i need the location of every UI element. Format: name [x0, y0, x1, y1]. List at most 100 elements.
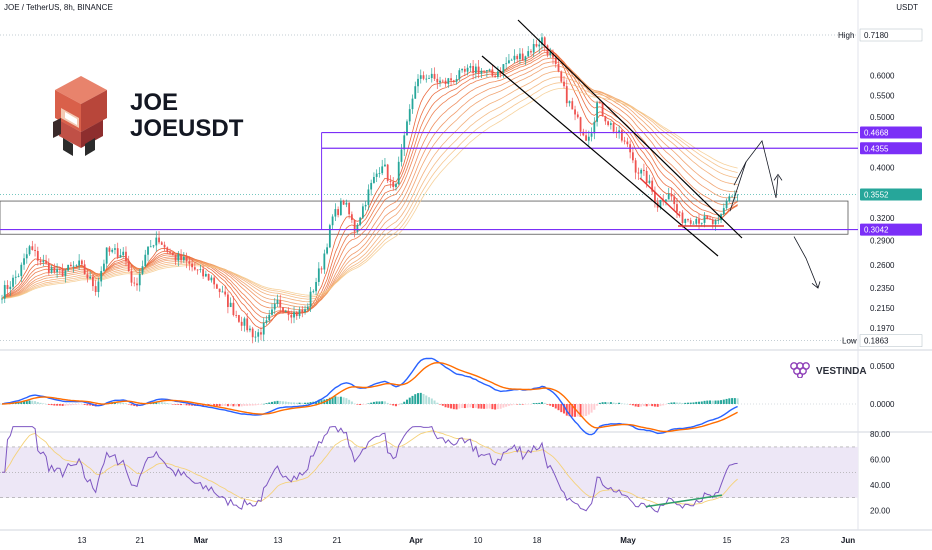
candle-body [381, 166, 384, 174]
candle-body [692, 223, 695, 225]
macd-histogram-bar [218, 404, 221, 407]
candle [516, 53, 519, 63]
candle-body [596, 102, 598, 122]
macd-histogram-bar [394, 404, 397, 407]
low-label: Low [842, 337, 857, 346]
macd-histogram-bar [304, 402, 307, 404]
candle [513, 49, 516, 64]
macd-histogram-bar [452, 404, 455, 410]
candle [565, 79, 568, 107]
candle-body [86, 274, 89, 279]
macd-histogram-bar [686, 402, 689, 404]
macd-histogram-bar [703, 400, 706, 404]
macd-histogram-bar [414, 394, 417, 404]
candle-body [127, 261, 130, 272]
macd-histogram-bar [279, 400, 282, 404]
candle-body [155, 237, 158, 246]
last-price-label: 0.3552 [864, 190, 889, 199]
macd-histogram-bar [563, 404, 566, 414]
macd-histogram-bar [61, 404, 64, 406]
macd-histogram-bar [417, 393, 420, 404]
macd-histogram-bar [284, 401, 287, 404]
candle-body [185, 256, 188, 262]
candle [474, 63, 477, 79]
candle [590, 127, 593, 142]
macd-histogram-bar [317, 400, 320, 404]
candle [634, 157, 637, 180]
macd-histogram-bar [642, 404, 645, 407]
candle-body [488, 69, 491, 71]
candle-body [444, 80, 447, 84]
candle-body [483, 70, 486, 72]
candle-body [204, 273, 207, 277]
macd-histogram-bar [290, 402, 293, 404]
candle [166, 246, 169, 255]
candle-body [122, 251, 125, 256]
macd-histogram-bar [532, 403, 535, 404]
macd-histogram-bar [510, 404, 513, 406]
candle-body [530, 51, 532, 53]
macd-histogram-bar [180, 404, 183, 406]
macd-histogram-bar [684, 402, 687, 404]
candle-body [408, 109, 411, 122]
candle [271, 303, 273, 316]
candle [306, 303, 309, 311]
macd-histogram-bar [637, 404, 640, 407]
candle [80, 259, 83, 266]
candle [549, 47, 552, 58]
candle-body [541, 37, 543, 45]
macd-histogram-bar [513, 404, 516, 405]
candle-body [557, 63, 560, 72]
candle [728, 193, 731, 203]
candle [158, 231, 160, 245]
macd-histogram-bar [546, 404, 549, 405]
candle [362, 203, 364, 220]
candle [670, 187, 673, 202]
candle [425, 74, 428, 83]
price-tick-label: 0.2350 [870, 284, 895, 293]
candle-body [23, 258, 25, 265]
candle [695, 216, 698, 227]
candle [83, 260, 86, 275]
candle [384, 157, 386, 167]
candle [422, 71, 425, 81]
candle [323, 249, 326, 274]
candle-body [309, 291, 312, 307]
candle-body [717, 220, 720, 221]
macd-histogram-bar [89, 404, 92, 406]
candle [389, 175, 392, 189]
candle-body [257, 332, 260, 337]
candle [191, 258, 193, 272]
candle-body [312, 291, 315, 293]
macd-histogram-bar [83, 404, 86, 405]
candle [235, 310, 238, 319]
macd-histogram-bar [664, 404, 667, 405]
macd-histogram-bar [557, 404, 560, 411]
macd-histogram-bar [306, 402, 309, 404]
candle [144, 249, 147, 268]
time-tick-label: 15 [723, 536, 732, 545]
candle [100, 266, 103, 287]
candle [411, 94, 414, 114]
price-tick-label: 0.2600 [870, 261, 895, 270]
candle [458, 68, 461, 82]
candle [706, 215, 709, 220]
candle [199, 264, 202, 273]
candle-body [417, 78, 419, 87]
candle [210, 275, 213, 283]
macd-histogram-bar [119, 402, 122, 404]
projection-up-segment [733, 161, 747, 186]
macd-histogram-bar [403, 401, 406, 404]
macd-histogram-bar [130, 404, 133, 406]
candle-body [428, 78, 430, 79]
candle [436, 73, 439, 89]
macd-histogram-bar [75, 404, 78, 405]
candle [122, 247, 125, 258]
symbol-title: JOE / TetherUS, 8h, BINANCE [4, 3, 113, 12]
level-label: 0.4668 [864, 129, 889, 138]
candle-body [359, 217, 362, 225]
candle [373, 172, 375, 184]
candle-body [623, 140, 626, 142]
candle-body [574, 109, 576, 115]
